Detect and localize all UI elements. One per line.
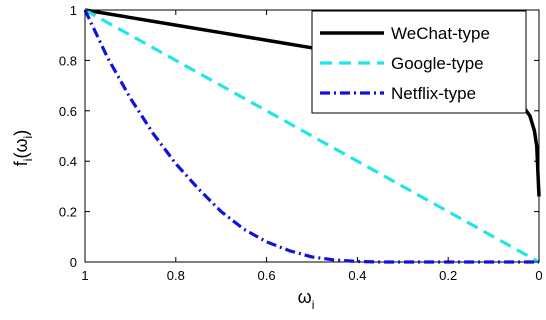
y-axis-label-inner-sub: i bbox=[21, 136, 35, 139]
x-axis-label: ωi bbox=[298, 287, 315, 312]
legend-label-2: Google-type bbox=[391, 54, 484, 73]
x-tick-label: 0 bbox=[535, 268, 542, 283]
legend-label-3: Netflix-type bbox=[391, 84, 476, 103]
y-axis-label-open: (ω bbox=[11, 138, 31, 158]
series-line-2 bbox=[84, 8, 540, 264]
x-axis-label-sub: i bbox=[312, 298, 315, 312]
y-tick-label: 0.8 bbox=[59, 53, 77, 68]
x-tick-label: 0.2 bbox=[439, 268, 457, 283]
y-axis-label-main: f bbox=[11, 160, 31, 166]
y-tick-label: 0.2 bbox=[59, 205, 77, 220]
x-tick-label: 0.4 bbox=[348, 268, 366, 283]
y-tick-label: 0 bbox=[70, 255, 77, 270]
y-tick-label: 0.6 bbox=[59, 104, 77, 119]
y-axis-label-sub: i bbox=[21, 159, 35, 162]
x-axis-label-main: ω bbox=[298, 287, 312, 307]
series-line-3 bbox=[83, 9, 539, 264]
y-axis-label: fi(ωi) bbox=[11, 130, 35, 166]
y-tick-label: 1 bbox=[70, 3, 77, 18]
legend-label-1: WeChat-type bbox=[391, 24, 490, 43]
x-tick-label: 0.8 bbox=[167, 268, 185, 283]
y-tick-label: 0.4 bbox=[59, 154, 77, 169]
legend: WeChat-type Google-type Netflix-type bbox=[311, 10, 527, 114]
y-axis-label-close: ) bbox=[11, 130, 31, 136]
x-tick-label: 1 bbox=[81, 268, 88, 283]
x-tick-label: 0.6 bbox=[258, 268, 276, 283]
ticks-layer: 1 0.8 0.6 0.4 0.2 0 0 0.2 0.4 0.6 0.8 1 bbox=[59, 3, 543, 283]
